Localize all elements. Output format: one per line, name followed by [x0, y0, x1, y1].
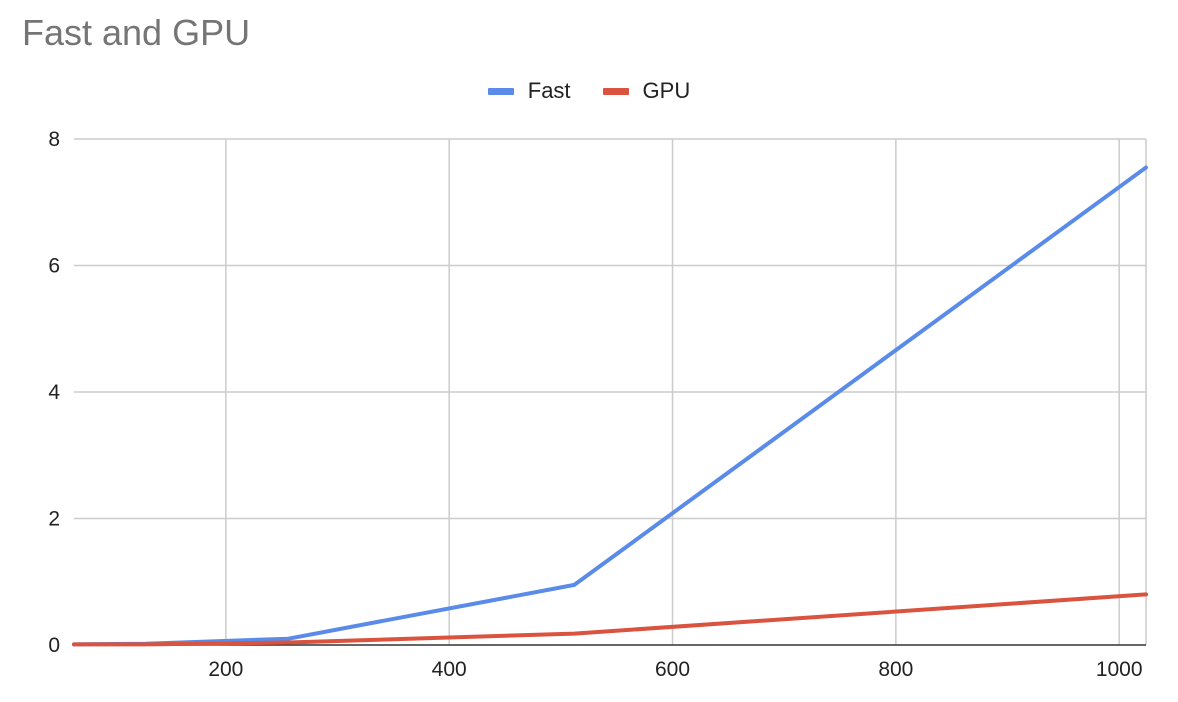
y-tick-label-6: 6 — [48, 255, 60, 278]
y-tick-label-0: 0 — [48, 634, 60, 657]
y-tick-label-4: 4 — [48, 381, 60, 404]
series-line-fast — [72, 165, 1148, 647]
legend-swatch-gpu — [602, 87, 629, 95]
x-tick-labels: 200 400 600 800 1000 — [208, 658, 1142, 681]
y-tick-labels: 0 2 4 6 8 — [48, 128, 60, 657]
y-tick-label-2: 2 — [48, 508, 60, 531]
x-tick-label-400: 400 — [432, 658, 467, 681]
y-tick-label-8: 8 — [48, 128, 60, 151]
legend-label-fast: Fast — [527, 78, 571, 103]
x-tick-label-1000: 1000 — [1096, 658, 1143, 681]
x-tick-label-600: 600 — [655, 658, 690, 681]
horizontal-gridlines — [74, 138, 1146, 520]
legend: Fast GPU — [0, 76, 1178, 106]
legend-item-gpu: GPU — [602, 78, 691, 104]
legend-item-fast: Fast — [487, 78, 571, 104]
x-tick-label-200: 200 — [208, 658, 243, 681]
chart-title: Fast and GPU — [22, 12, 251, 53]
legend-label-gpu: GPU — [642, 78, 691, 103]
series-line-gpu — [72, 592, 1148, 647]
legend-swatch-fast — [487, 87, 514, 95]
x-tick-label-800: 800 — [878, 658, 913, 681]
series-lines — [72, 165, 1148, 647]
